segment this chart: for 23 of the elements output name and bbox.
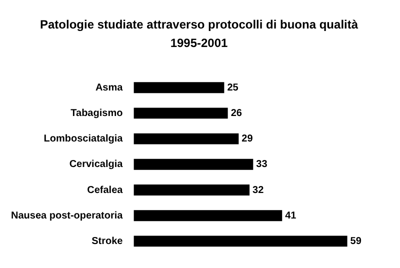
y-tick-label: Nausea post-operatoria bbox=[10, 210, 124, 222]
y-tick-label: Asma bbox=[95, 82, 124, 94]
y-tick-label: Tabagismo bbox=[70, 108, 123, 119]
data-label: 33 bbox=[256, 159, 268, 170]
data-label: 25 bbox=[227, 82, 239, 94]
bar bbox=[134, 158, 254, 170]
data-label: 32 bbox=[252, 184, 264, 196]
bar bbox=[134, 184, 250, 196]
bar bbox=[134, 236, 348, 247]
bar bbox=[134, 82, 224, 94]
data-label: 29 bbox=[242, 134, 254, 145]
chart-subtitle: 1995-2001 bbox=[170, 36, 228, 50]
bar bbox=[134, 108, 228, 119]
y-tick-label: Lombosciatalgia bbox=[44, 134, 124, 145]
data-label: 26 bbox=[230, 108, 242, 119]
chart-title: Patologie studiate attraverso protocolli di buona qualità bbox=[40, 18, 358, 32]
y-tick-label: Cervicalgia bbox=[69, 159, 124, 170]
data-label: 59 bbox=[350, 236, 362, 247]
y-tick-label: Stroke bbox=[92, 236, 124, 247]
data-label: 41 bbox=[285, 210, 297, 222]
y-tick-label: Cefalea bbox=[87, 184, 124, 196]
bar bbox=[134, 133, 239, 144]
bar bbox=[134, 210, 282, 222]
